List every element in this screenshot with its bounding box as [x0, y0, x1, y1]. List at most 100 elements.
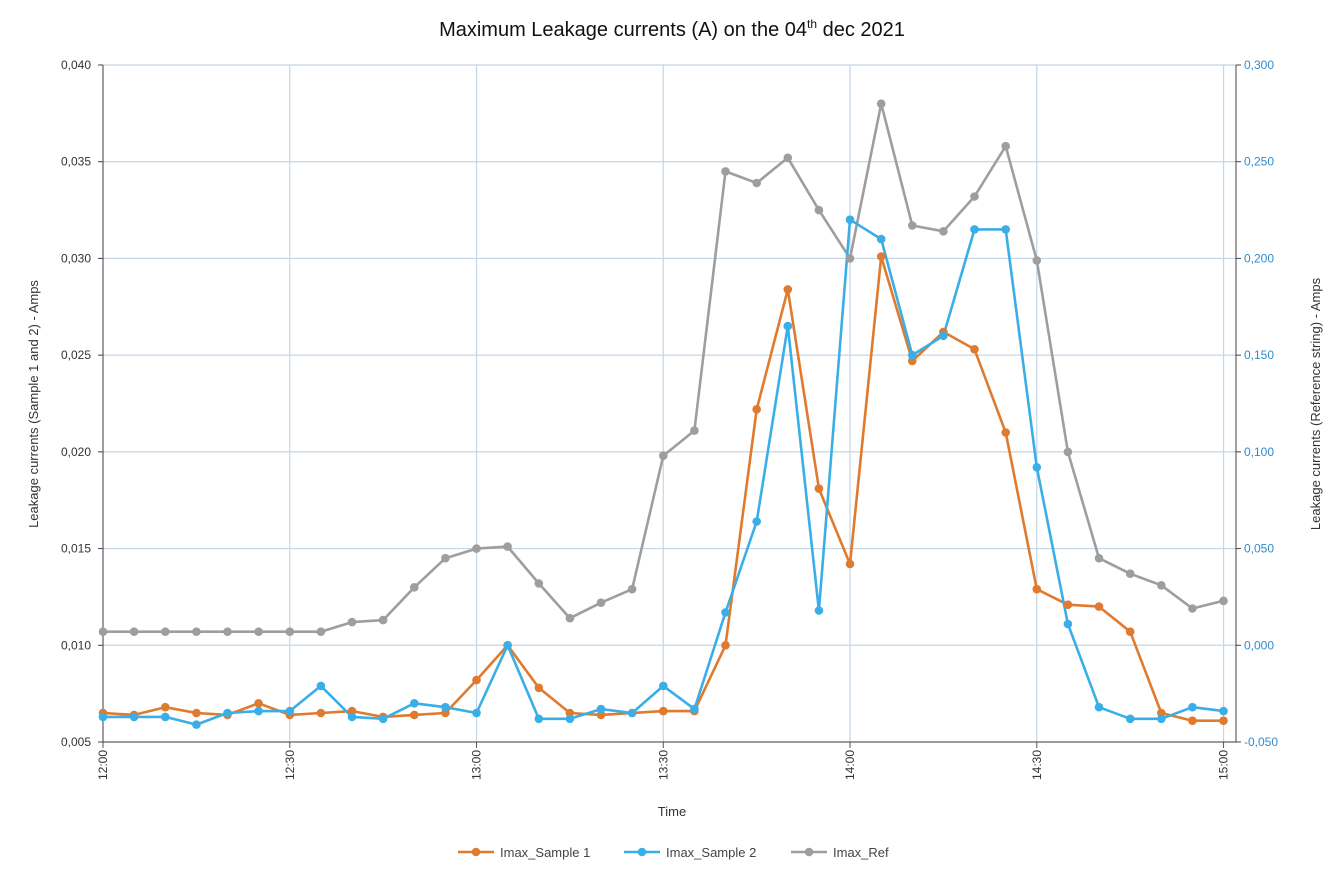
- data-point-imax-ref: [410, 583, 419, 592]
- data-point-imax-ref: [970, 192, 979, 201]
- data-point-imax-ref: [596, 598, 606, 607]
- data-point-imax-ref: [1188, 604, 1197, 613]
- x-tick-label: 14:30: [1030, 750, 1044, 780]
- data-point-imax-sample-2: [876, 234, 886, 244]
- data-point-imax-ref: [627, 584, 637, 594]
- data-point-imax-ref: [1094, 553, 1104, 563]
- data-point-imax-sample-1: [659, 706, 668, 716]
- data-point-imax-sample-2: [254, 706, 263, 716]
- data-point-imax-sample-2: [1063, 619, 1073, 629]
- y-left-tick-label: 0,025: [61, 348, 91, 362]
- data-point-imax-ref: [659, 451, 668, 461]
- data-point-imax-sample-2: [410, 699, 419, 708]
- legend-marker-imax-sample-2: [637, 847, 647, 857]
- data-point-imax-sample-2: [1125, 714, 1135, 724]
- data-point-imax-sample-1: [410, 710, 419, 720]
- y-right-tick-label: 0,200: [1244, 251, 1274, 265]
- chart-title: Maximum Leakage currents (A) on the 04th…: [439, 17, 905, 41]
- data-point-imax-sample-2: [783, 321, 793, 331]
- data-point-imax-sample-2: [845, 215, 855, 224]
- data-point-imax-sample-2: [721, 608, 730, 617]
- data-point-imax-ref: [845, 254, 855, 263]
- data-point-imax-sample-2: [1188, 702, 1197, 712]
- data-point-imax-sample-1: [534, 683, 544, 693]
- data-point-imax-sample-2: [565, 714, 575, 724]
- legend-label-imax-sample-1: Imax_Sample 1: [500, 845, 590, 860]
- data-point-imax-sample-1: [783, 285, 793, 294]
- legend-marker-imax-ref: [804, 847, 814, 857]
- data-point-imax-ref: [285, 627, 295, 636]
- data-point-imax-sample-2: [970, 225, 979, 234]
- y-right-tick-label: 0,100: [1244, 445, 1274, 459]
- y-right-tick-label: -0,050: [1244, 735, 1278, 749]
- y-left-tick-label: 0,010: [61, 638, 91, 652]
- data-point-imax-sample-2: [814, 606, 824, 615]
- legend-marker-imax-sample-1: [471, 847, 481, 857]
- data-point-imax-sample-1: [752, 405, 761, 414]
- data-point-imax-sample-2: [503, 641, 512, 650]
- data-point-imax-ref: [223, 627, 232, 636]
- data-point-imax-sample-2: [316, 681, 326, 691]
- data-point-imax-sample-2: [347, 712, 357, 722]
- data-point-imax-sample-2: [1001, 225, 1010, 234]
- data-point-imax-ref: [721, 167, 730, 176]
- data-point-imax-ref: [876, 99, 886, 108]
- data-point-imax-sample-1: [316, 708, 326, 718]
- data-point-imax-sample-2: [939, 331, 948, 341]
- y-left-tick-label: 0,035: [61, 155, 91, 169]
- data-point-imax-sample-1: [1094, 602, 1104, 611]
- data-point-imax-ref: [254, 627, 263, 636]
- data-point-imax-sample-1: [1125, 627, 1135, 636]
- data-point-imax-sample-2: [690, 704, 699, 714]
- legend: Imax_Sample 1 Imax_Sample 2 Imax_Ref: [458, 845, 889, 860]
- data-point-imax-sample-2: [659, 681, 668, 691]
- data-point-imax-sample-1: [876, 252, 886, 261]
- data-point-imax-ref: [316, 627, 326, 636]
- data-point-imax-sample-2: [223, 708, 232, 718]
- data-point-imax-ref: [1001, 141, 1010, 151]
- data-point-imax-ref: [534, 579, 544, 588]
- data-point-imax-sample-2: [752, 517, 761, 526]
- data-point-imax-ref: [472, 544, 481, 553]
- data-point-imax-ref: [129, 627, 139, 636]
- data-point-imax-ref: [1032, 256, 1042, 265]
- data-point-imax-sample-2: [98, 712, 108, 722]
- x-tick-label: 13:30: [656, 750, 670, 780]
- data-point-imax-ref: [939, 227, 948, 236]
- data-point-imax-sample-2: [627, 708, 637, 718]
- data-point-imax-sample-2: [472, 708, 481, 718]
- series-points: [98, 99, 1228, 729]
- data-point-imax-ref: [783, 153, 793, 163]
- y-left-tick-label: 0,005: [61, 735, 91, 749]
- data-point-imax-ref: [378, 615, 388, 625]
- y-left-tick-label: 0,015: [61, 542, 91, 556]
- axes: 0,005 0,010 0,015 0,020 0,025 0,030 0,035 0,040…: [61, 58, 1278, 780]
- data-point-imax-ref: [1063, 447, 1073, 457]
- data-point-imax-sample-2: [596, 704, 606, 714]
- data-point-imax-sample-2: [192, 720, 201, 729]
- y-axis-left-label: Leakage currents (Sample 1 and 2) - Amps: [26, 280, 41, 528]
- data-point-imax-ref: [1157, 581, 1166, 590]
- y-right-tick-label: 0,050: [1244, 542, 1274, 556]
- data-point-imax-sample-1: [721, 641, 730, 650]
- data-point-imax-sample-1: [1219, 716, 1228, 725]
- data-point-imax-sample-1: [1063, 600, 1073, 609]
- data-point-imax-ref: [347, 617, 357, 627]
- data-point-imax-sample-1: [1032, 584, 1042, 594]
- y-right-tick-label: 0,150: [1244, 348, 1274, 362]
- data-point-imax-sample-2: [534, 714, 544, 724]
- data-point-imax-ref: [161, 627, 170, 636]
- x-axis-label: Time: [658, 804, 686, 819]
- x-tick-label: 12:30: [283, 750, 297, 780]
- y-right-tick-label: 0,000: [1244, 638, 1274, 652]
- x-tick-label: 15:00: [1217, 750, 1231, 780]
- data-point-imax-ref: [441, 553, 450, 563]
- data-point-imax-sample-1: [192, 708, 201, 718]
- legend-label-imax-ref: Imax_Ref: [833, 845, 889, 860]
- data-point-imax-sample-1: [472, 675, 481, 685]
- data-point-imax-ref: [908, 221, 917, 230]
- data-point-imax-sample-2: [378, 714, 388, 724]
- data-point-imax-sample-2: [1094, 702, 1104, 712]
- data-point-imax-sample-2: [1157, 714, 1166, 724]
- data-point-imax-sample-1: [1188, 716, 1197, 725]
